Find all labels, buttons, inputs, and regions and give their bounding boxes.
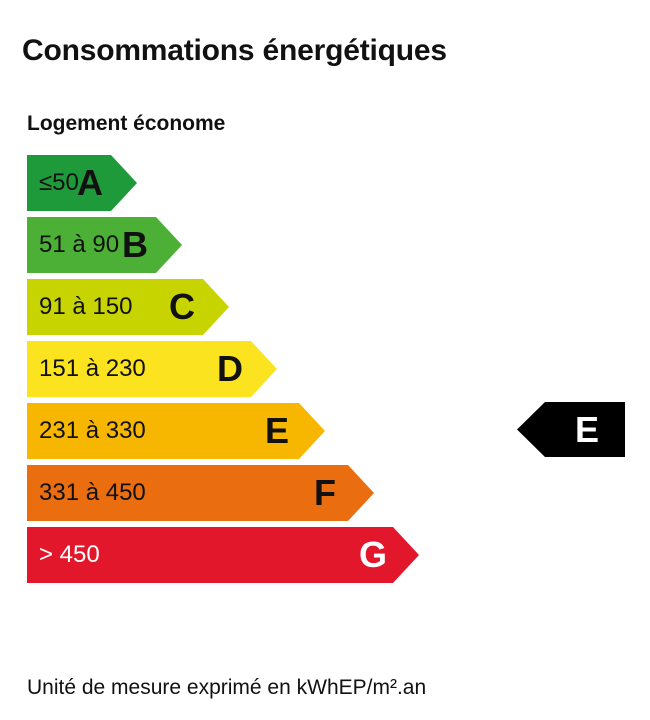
- rating-band-c: 91 à 150 C: [27, 279, 229, 335]
- rating-band-letter: C: [169, 286, 195, 327]
- rating-band-shape-e: [27, 403, 325, 459]
- rating-band-shape-b: [27, 217, 182, 273]
- rating-band-range: > 450: [39, 541, 100, 568]
- rating-band-shape-a: [27, 155, 137, 211]
- rating-band-shape-c: [27, 279, 229, 335]
- rating-band-letter: E: [265, 410, 290, 451]
- rating-band-range: 91 à 150: [39, 293, 133, 320]
- rating-band-letter: G: [359, 534, 388, 575]
- rating-band-d: 151 à 230 D: [27, 341, 277, 397]
- rating-band-range: ≤50: [39, 169, 79, 196]
- rating-band-shape-g: [27, 527, 419, 583]
- unit-footnote: Unité de mesure exprimé en kWhEP/m².an: [27, 676, 427, 699]
- rating-band-shape-d: [27, 341, 277, 397]
- current-rating-marker: E: [517, 402, 625, 457]
- chart-subtitle: Logement économe: [27, 112, 226, 135]
- rating-band-shape-f: [27, 465, 374, 521]
- rating-band-g: > 450 G: [27, 527, 419, 583]
- marker-arrow-shape: [517, 402, 625, 457]
- current-rating-letter: E: [575, 409, 600, 450]
- rating-band-letter: A: [77, 162, 103, 203]
- rating-band-b: 51 à 90 B: [27, 217, 182, 273]
- rating-band-range: 151 à 230: [39, 355, 146, 382]
- rating-band-f: 331 à 450 F: [27, 465, 374, 521]
- rating-band-range: 51 à 90: [39, 231, 120, 258]
- rating-band-range: 331 à 450: [39, 479, 146, 506]
- page-title: Consommations énergétiques: [22, 34, 447, 67]
- rating-band-range: 231 à 330: [39, 417, 146, 444]
- rating-band-e: 231 à 330 E: [27, 403, 325, 459]
- rating-band-a: ≤50 A: [27, 155, 137, 211]
- rating-band-letter: F: [314, 472, 336, 513]
- rating-band-letter: B: [122, 224, 148, 265]
- rating-band-letter: D: [217, 348, 243, 389]
